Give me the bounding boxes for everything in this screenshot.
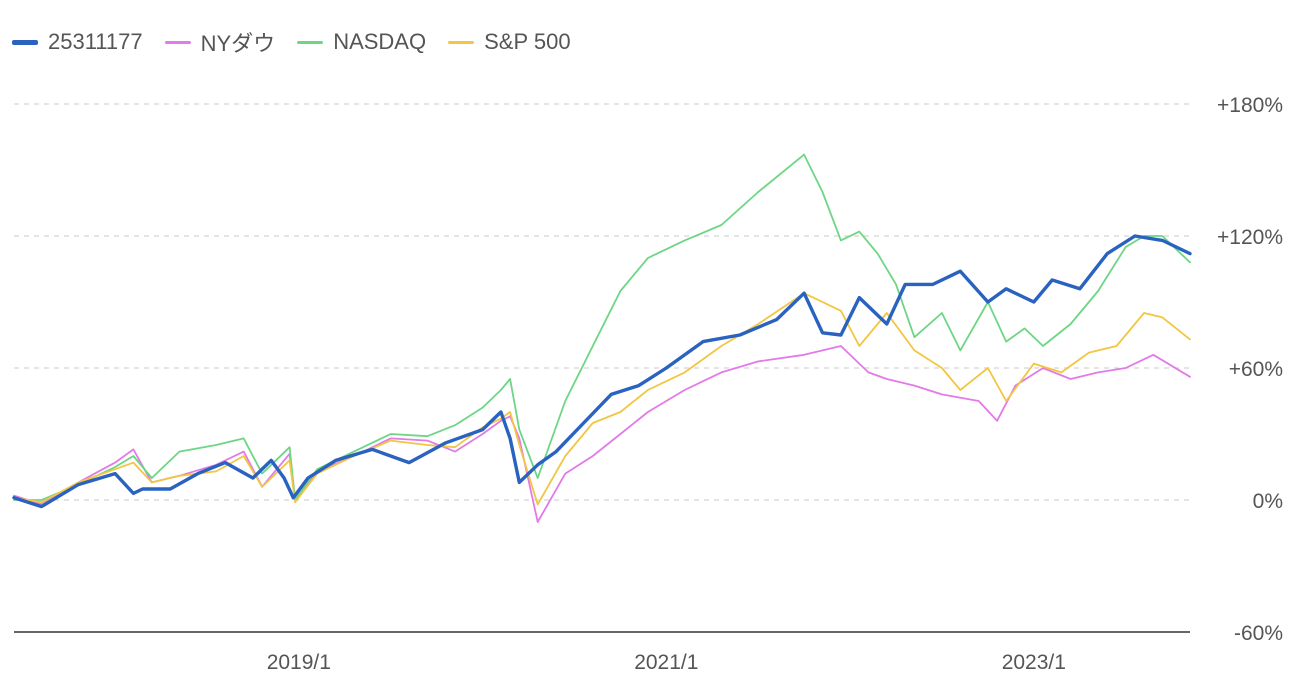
x-tick-label: 2023/1	[1002, 651, 1066, 674]
y-tick-label: +120%	[1217, 226, 1283, 249]
series-line-1	[13, 345, 1191, 523]
legend-label: 25311177	[48, 29, 143, 54]
legend-label: NASDAQ	[333, 29, 427, 54]
legend-swatch	[12, 39, 38, 45]
chart-legend: 25311177 NYダウ NASDAQ S&P 500	[12, 26, 571, 58]
legend-item[interactable]: 25311177	[12, 29, 143, 55]
legend-swatch	[164, 40, 191, 44]
legend-item[interactable]: NASDAQ	[297, 29, 426, 55]
legend-label: NYダウ	[200, 31, 276, 56]
y-tick-label: -60%	[1234, 622, 1283, 645]
x-tick-label: 2019/1	[267, 651, 331, 674]
series-line-3	[13, 292, 1191, 506]
y-tick-label: +180%	[1217, 94, 1283, 117]
y-tick-label: +60%	[1229, 358, 1283, 381]
x-tick-label: 2021/1	[634, 651, 698, 674]
legend-swatch	[297, 40, 324, 44]
y-tick-label: 0%	[1253, 490, 1283, 513]
legend-swatch	[448, 40, 475, 44]
legend-item[interactable]: S&P 500	[448, 29, 571, 55]
legend-label: S&P 500	[484, 29, 571, 54]
series-line-0	[12, 234, 1192, 509]
series-line-2	[13, 153, 1191, 501]
legend-item[interactable]: NYダウ	[164, 26, 276, 58]
